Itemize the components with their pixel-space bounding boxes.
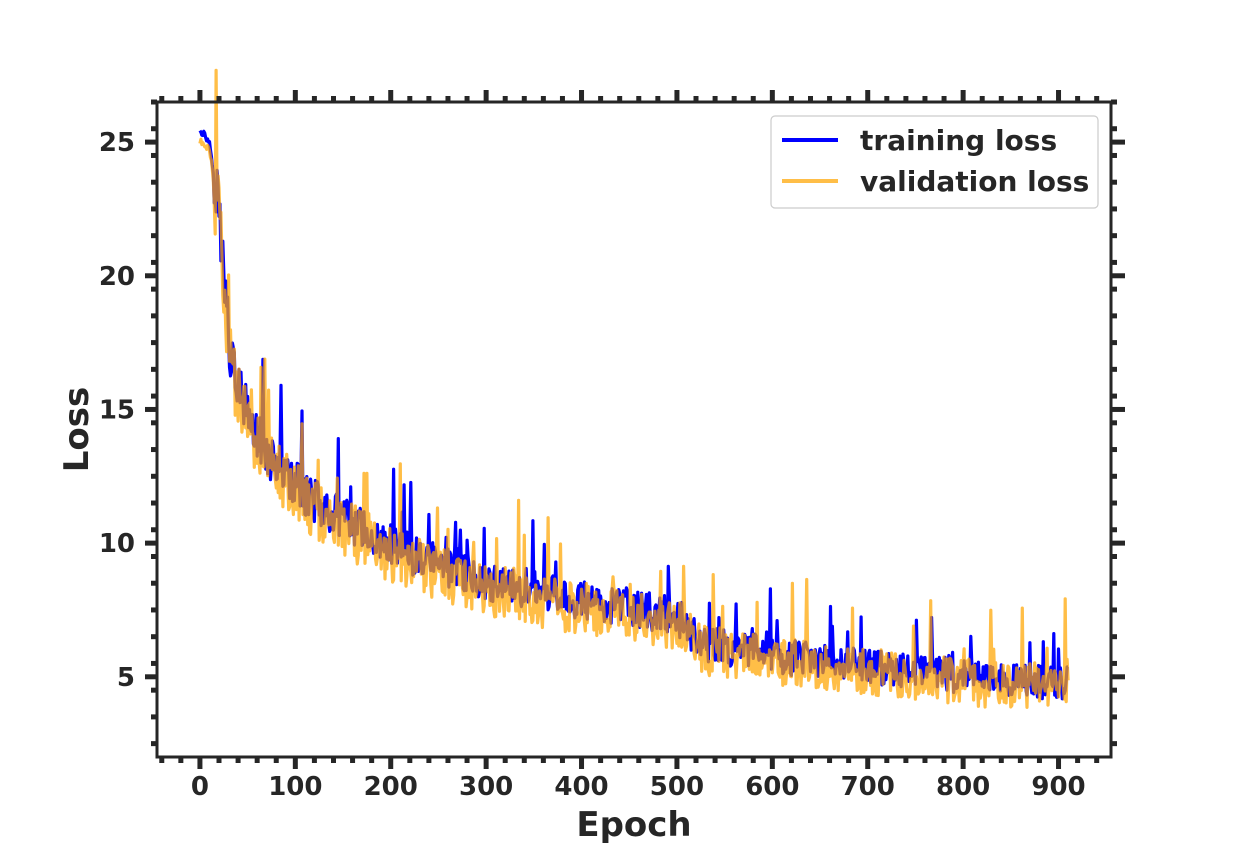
x-tick-label: 100 xyxy=(268,772,322,802)
x-tick-label: 400 xyxy=(554,772,608,802)
x-tick-label: 300 xyxy=(459,772,513,802)
x-axis-label: Epoch xyxy=(576,805,691,845)
minor-ticks xyxy=(151,96,1117,763)
legend-label-validation-loss: validation loss xyxy=(860,165,1089,198)
x-tick-label: 200 xyxy=(364,772,418,802)
y-tick-label: 20 xyxy=(99,262,135,292)
plot-lines xyxy=(198,68,1070,709)
y-tick-label: 5 xyxy=(117,663,135,693)
x-tick-label: 800 xyxy=(936,772,990,802)
y-tick-label: 10 xyxy=(99,529,135,559)
legend-box xyxy=(770,115,1099,209)
x-tick-label: 0 xyxy=(191,772,209,802)
y-axis-label: Loss xyxy=(57,387,97,473)
legend: training loss validation loss xyxy=(770,115,1099,209)
y-tick-label: 25 xyxy=(99,128,135,158)
x-tick-label: 600 xyxy=(745,772,799,802)
x-tick-label: 500 xyxy=(650,772,704,802)
legend-label-training-loss: training loss xyxy=(860,124,1057,157)
x-axis: 0 100 200 300 400 500 600 700 800 900 xyxy=(191,90,1086,802)
x-tick-label: 700 xyxy=(841,772,895,802)
x-tick-label: 900 xyxy=(1031,772,1085,802)
plot-frame xyxy=(155,100,1113,759)
series-line-validation-loss xyxy=(198,68,1070,709)
y-axis: 5 10 15 20 25 xyxy=(99,128,1125,693)
y-tick-label: 15 xyxy=(99,395,135,425)
